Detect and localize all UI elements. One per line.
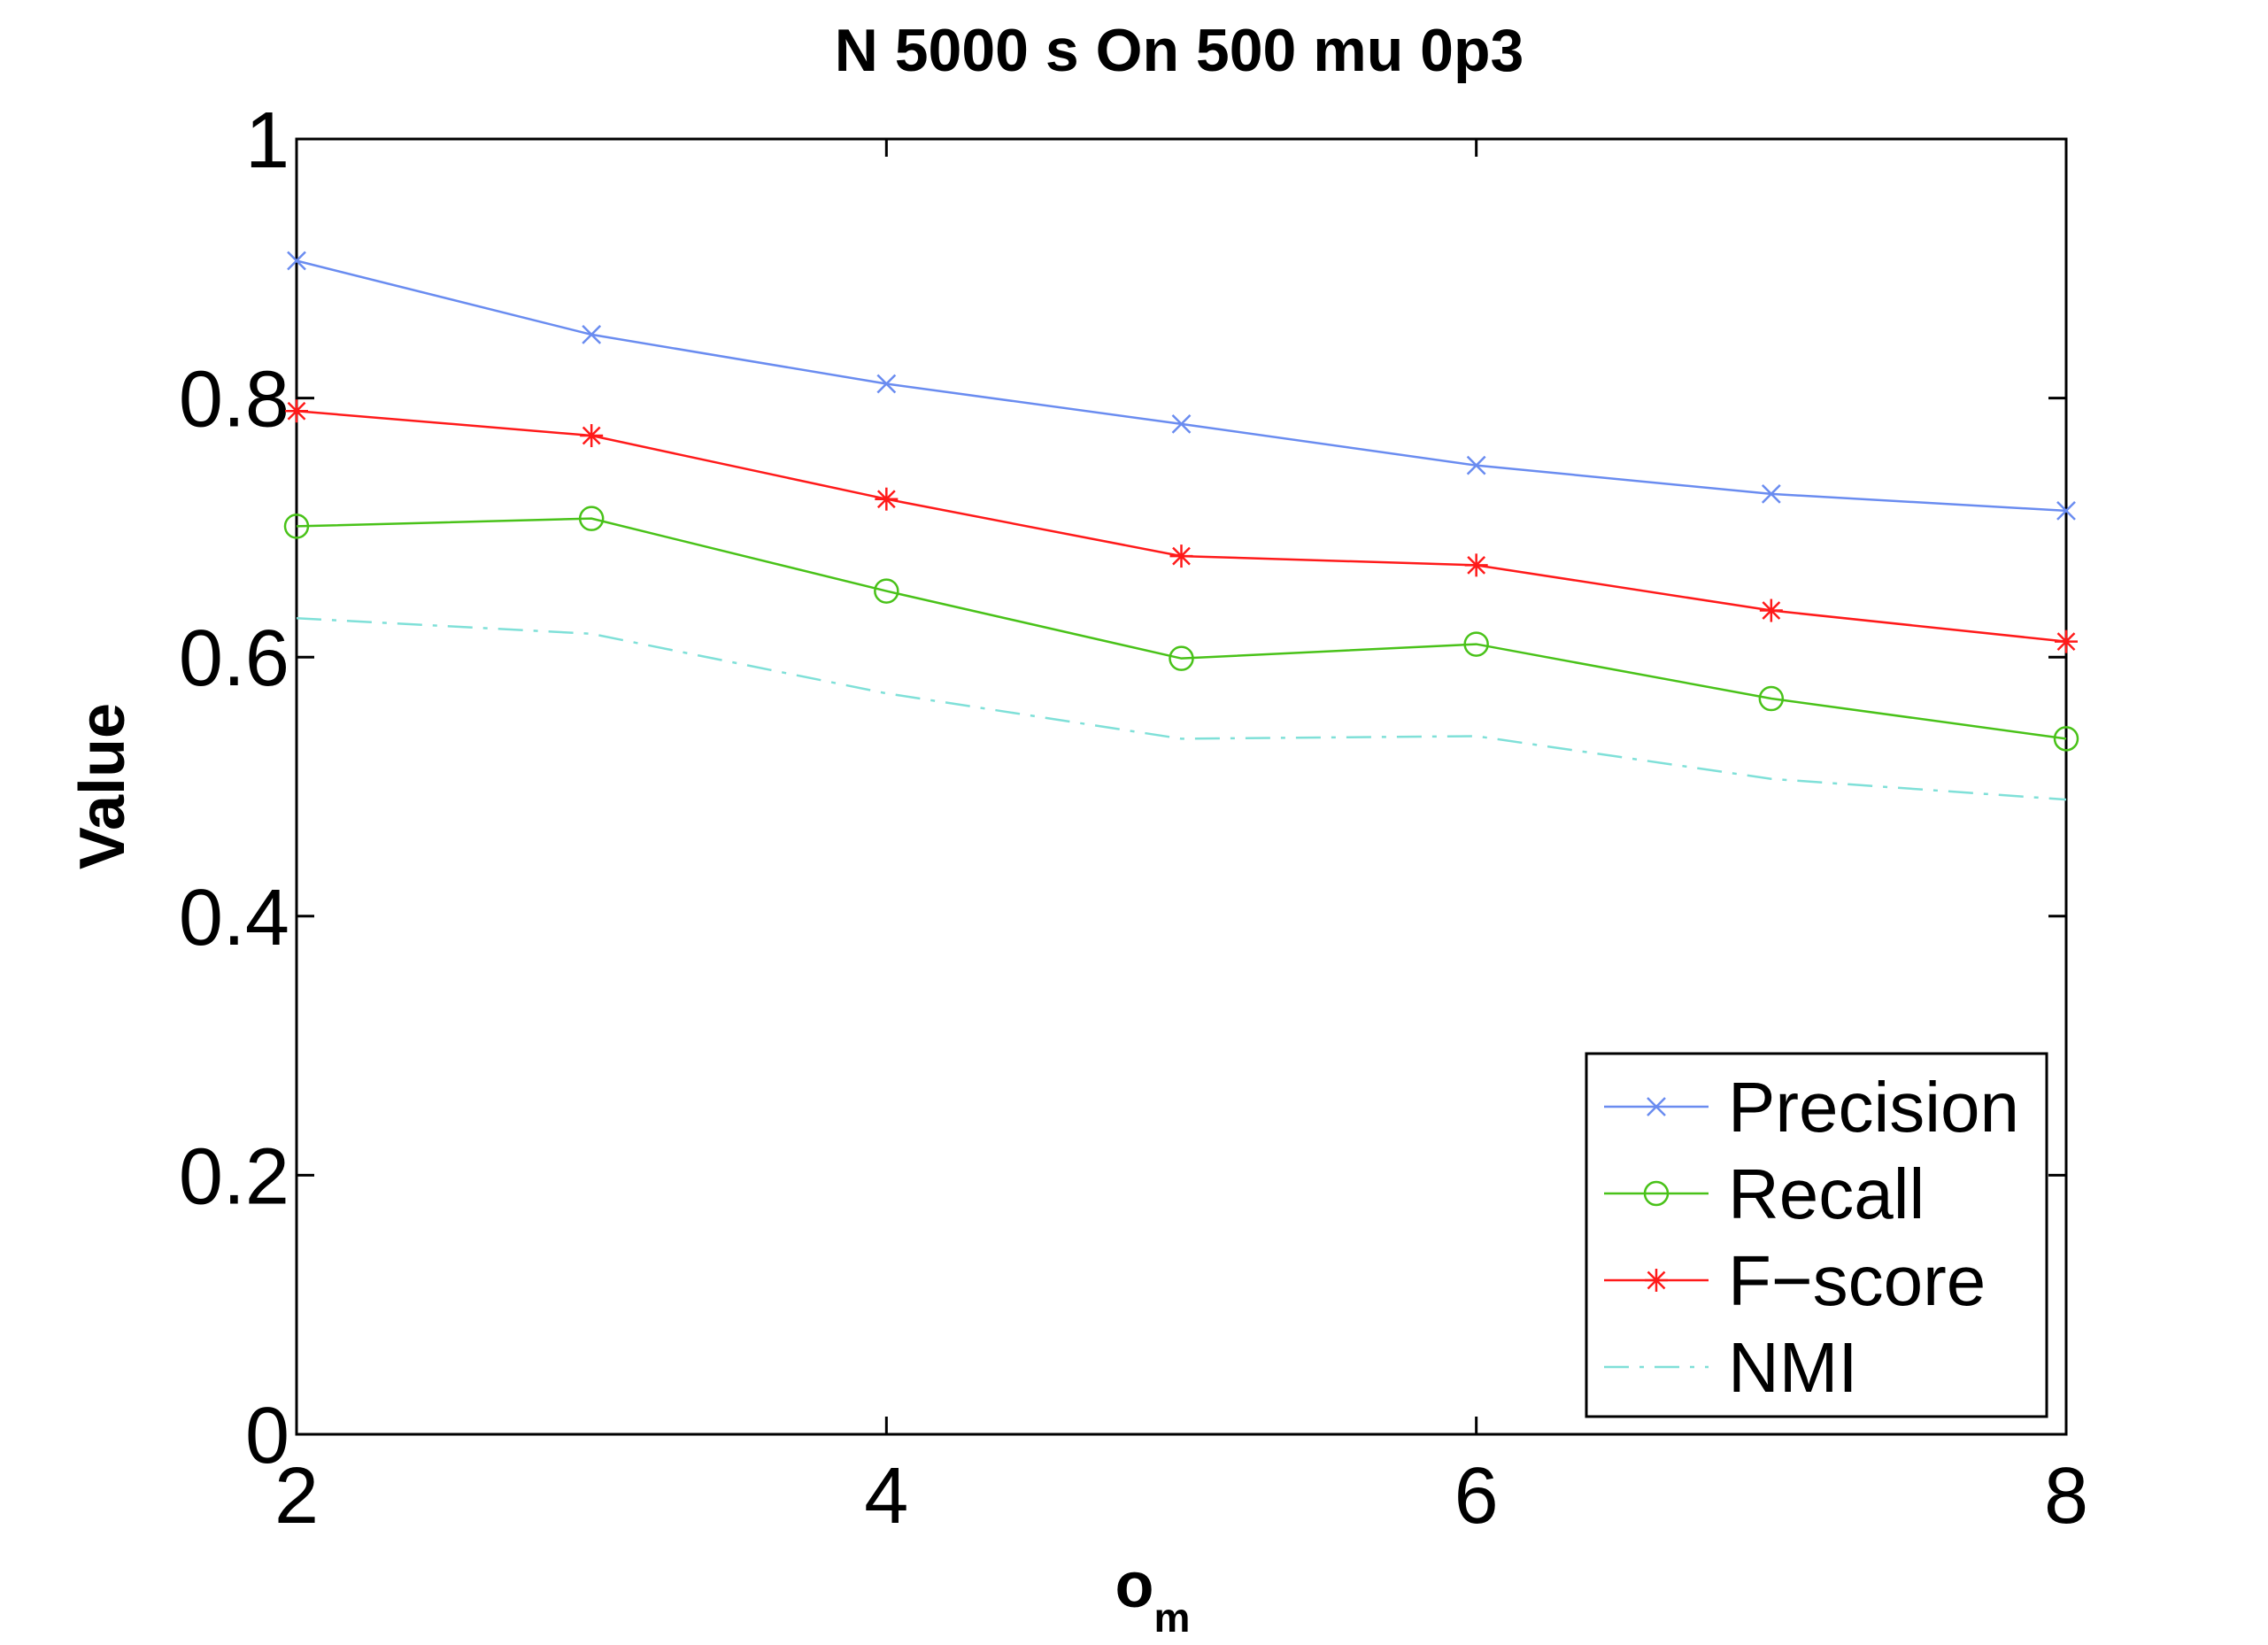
legend-item: F−score [1604, 1241, 1986, 1320]
data-point [1466, 455, 1486, 475]
legend-item: Recall [1604, 1155, 1925, 1233]
data-point [582, 325, 602, 344]
y-tick-label: 0 [245, 1392, 289, 1480]
y-tick-label: 0.6 [179, 614, 289, 703]
marker-stroke [582, 426, 601, 445]
marker-stroke [287, 401, 306, 421]
data-point [1761, 483, 1781, 504]
series-recall [283, 506, 2079, 752]
x-tick-label: 8 [2044, 1452, 2088, 1541]
marker-stroke [1467, 555, 1486, 575]
x-tick-label: 2 [274, 1452, 319, 1541]
marker-stroke [876, 490, 896, 509]
data-point [578, 506, 605, 531]
x-tick-label: 6 [1454, 1452, 1499, 1541]
data-point [580, 424, 604, 448]
x-axis-label-subscript: m [1154, 1595, 1191, 1641]
marker-stroke [1172, 546, 1191, 566]
data-point [1463, 631, 1489, 657]
data-point [2053, 726, 2079, 752]
data-point [876, 374, 897, 394]
y-tick-label: 1 [245, 97, 289, 185]
series-line [296, 517, 2067, 740]
data-point [283, 514, 310, 539]
legend-label: Recall [1728, 1155, 1925, 1233]
legend: Precision Recall F−score NMI [1585, 1052, 2048, 1418]
series-precision [287, 251, 2076, 521]
data-point [1758, 685, 1785, 712]
y-axis: 0 0.2 0.4 0.6 0.8 1 [179, 97, 2066, 1480]
marker-stroke [1171, 413, 1192, 434]
legend-label: F−score [1728, 1241, 1986, 1320]
data-point [1171, 413, 1192, 434]
data-point [285, 399, 308, 423]
marker-stroke [1761, 483, 1781, 504]
marker-stroke [2056, 500, 2076, 521]
legend-label: Precision [1728, 1068, 2019, 1147]
data-point [2056, 500, 2076, 521]
x-tick-label: 4 [864, 1452, 908, 1541]
marker-stroke [287, 251, 306, 271]
series-f-score [285, 399, 2078, 653]
legend-marker [1645, 1269, 1668, 1292]
series-line [296, 617, 2067, 801]
data-point [1759, 599, 1783, 622]
legend-item: NMI [1604, 1328, 1858, 1407]
marker-stroke [582, 325, 602, 344]
data-point [1169, 645, 1194, 671]
y-tick-label: 0.8 [179, 356, 289, 444]
marker-stroke [1466, 455, 1486, 475]
y-axis-label: Value [67, 703, 138, 869]
legend-label: NMI [1728, 1328, 1858, 1407]
marker-stroke [1647, 1270, 1666, 1290]
data-point [2055, 629, 2078, 653]
data-point [1464, 553, 1488, 577]
x-axis-label: om [1115, 1550, 1191, 1641]
legend-marker [1647, 1097, 1666, 1116]
legend-item: Precision [1604, 1068, 2019, 1147]
y-tick-label: 0.4 [179, 874, 289, 962]
y-tick-label: 0.2 [179, 1132, 289, 1221]
data-point [1169, 544, 1193, 568]
series-layer [283, 251, 2079, 801]
marker-stroke [2056, 632, 2076, 652]
x-axis: 2 4 6 8 [274, 139, 2088, 1541]
data-point [287, 251, 306, 271]
marker-stroke [876, 374, 897, 394]
marker-stroke [1762, 601, 1781, 620]
chart-title: N 5000 s On 500 mu 0p3 [835, 17, 1524, 84]
legend-marker [1643, 1180, 1670, 1207]
marker-stroke [1647, 1097, 1666, 1116]
data-point [874, 578, 899, 604]
x-axis-label-main: o [1115, 1550, 1154, 1621]
data-point [875, 487, 899, 511]
series-nmi [296, 617, 2067, 801]
